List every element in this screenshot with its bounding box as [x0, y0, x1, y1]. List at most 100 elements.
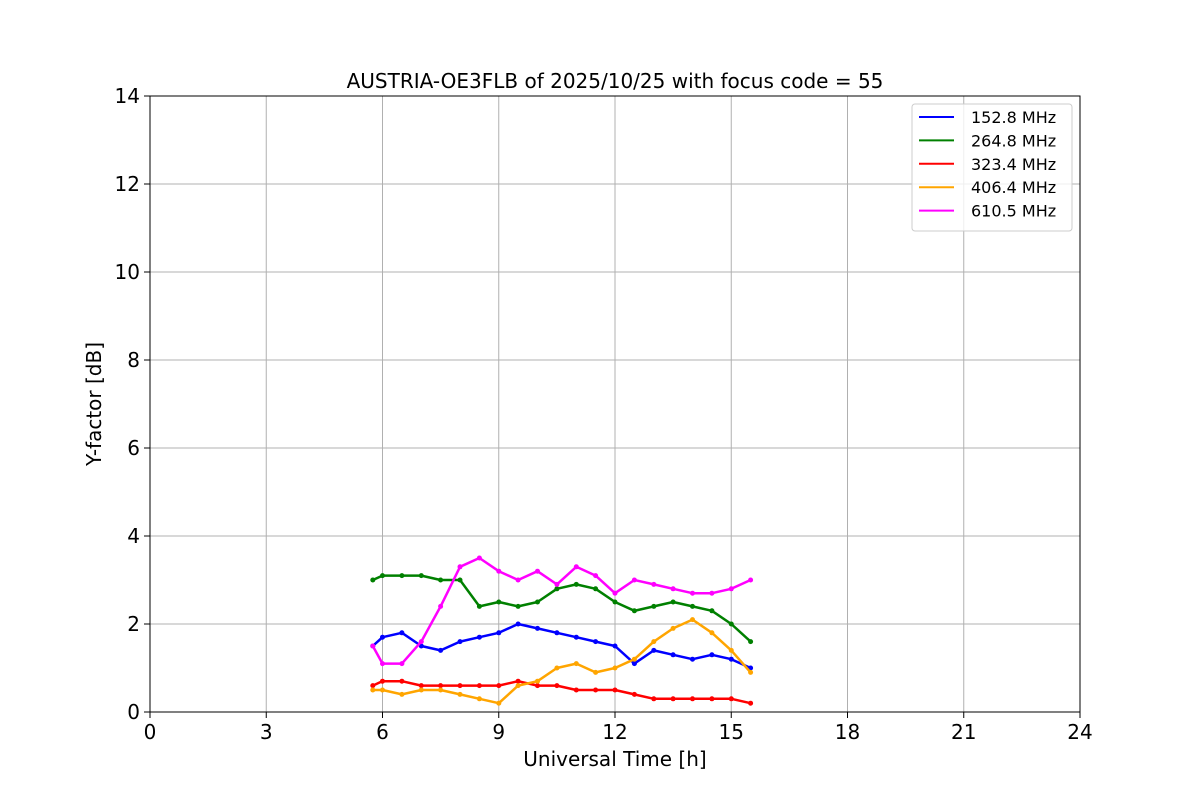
data-point [370, 683, 376, 689]
data-point [709, 696, 715, 702]
data-point [670, 599, 676, 605]
legend: 152.8 MHz 264.8 MHz 323.4 MHz 406.4 MHz 610.… [911, 103, 1073, 232]
data-point [476, 634, 482, 640]
series-4 [370, 555, 754, 667]
data-point [728, 656, 734, 662]
data-point [690, 603, 695, 609]
x-tick-label: 21 [951, 720, 976, 744]
data-point [631, 656, 637, 662]
data-point [380, 661, 385, 667]
data-point [593, 586, 599, 592]
data-point [476, 603, 482, 609]
data-point [476, 683, 482, 689]
data-point [535, 683, 540, 689]
data-point [380, 678, 385, 684]
data-point [728, 621, 734, 627]
data-point [593, 669, 599, 675]
data-point [380, 634, 385, 640]
data-point [748, 639, 754, 645]
data-point [399, 678, 405, 684]
data-point [515, 678, 521, 684]
y-tick-label: 4 [127, 524, 140, 548]
y-tick-label: 12 [115, 172, 140, 196]
data-point [418, 683, 424, 689]
data-point [438, 683, 444, 689]
data-point [457, 691, 463, 697]
data-point [631, 577, 637, 583]
data-point [535, 599, 540, 605]
y-tick-label: 14 [115, 84, 140, 108]
y-axis-label: Y-factor [dB] [82, 342, 106, 467]
data-point [438, 687, 444, 693]
data-point [399, 661, 405, 667]
y-tick-label: 6 [127, 436, 140, 460]
data-point [748, 577, 754, 583]
x-tick-label: 24 [1067, 720, 1092, 744]
data-point [438, 603, 444, 609]
data-point [651, 603, 657, 609]
data-point [573, 634, 579, 640]
x-tick-label: 0 [144, 720, 157, 744]
data-point [380, 573, 385, 579]
y-tick-label: 2 [127, 612, 140, 636]
data-point [612, 665, 618, 671]
x-tick-label: 3 [260, 720, 273, 744]
data-point [709, 652, 715, 658]
data-point [554, 665, 560, 671]
data-point [748, 700, 754, 706]
data-point [573, 687, 579, 693]
data-point [670, 696, 676, 702]
data-point [370, 643, 376, 649]
data-point [399, 630, 405, 636]
data-point [554, 683, 560, 689]
data-point [535, 625, 540, 631]
data-point [612, 599, 618, 605]
data-point [476, 696, 482, 702]
series-2 [370, 678, 754, 706]
data-point [709, 630, 715, 636]
data-point [728, 696, 734, 702]
data-point [593, 573, 599, 579]
data-point [496, 700, 502, 706]
data-point [651, 639, 657, 645]
legend-label: 610.5 MHz [971, 202, 1056, 221]
data-point [515, 603, 521, 609]
y-tick-label: 0 [127, 700, 140, 724]
series-3 [370, 617, 754, 706]
y-tick-label: 8 [127, 348, 140, 372]
data-point [670, 586, 676, 592]
data-point [554, 581, 560, 587]
data-point [370, 687, 376, 693]
data-point [535, 568, 540, 574]
data-point [457, 639, 463, 645]
data-point [728, 586, 734, 592]
data-point [476, 555, 482, 561]
data-point [418, 687, 424, 693]
data-point [690, 696, 695, 702]
data-point [573, 661, 579, 667]
data-point [612, 687, 618, 693]
chart-title: AUSTRIA-OE3FLB of 2025/10/25 with focus … [347, 69, 884, 93]
x-tick-label: 6 [376, 720, 389, 744]
data-point [670, 652, 676, 658]
data-point [535, 678, 540, 684]
x-tick-label: 12 [602, 720, 627, 744]
data-point [631, 661, 637, 667]
data-point [593, 639, 599, 645]
data-point [690, 656, 695, 662]
series-0 [370, 621, 754, 671]
x-axis-label: Universal Time [h] [523, 747, 706, 771]
data-point [631, 691, 637, 697]
data-point [370, 577, 376, 583]
series-1 [370, 573, 754, 645]
data-point [496, 599, 502, 605]
data-point [612, 643, 618, 649]
x-tick-label: 9 [492, 720, 505, 744]
y-tick-label: 10 [115, 260, 140, 284]
data-point [457, 564, 463, 570]
data-point [496, 683, 502, 689]
data-point [554, 586, 560, 592]
data-point [631, 608, 637, 614]
